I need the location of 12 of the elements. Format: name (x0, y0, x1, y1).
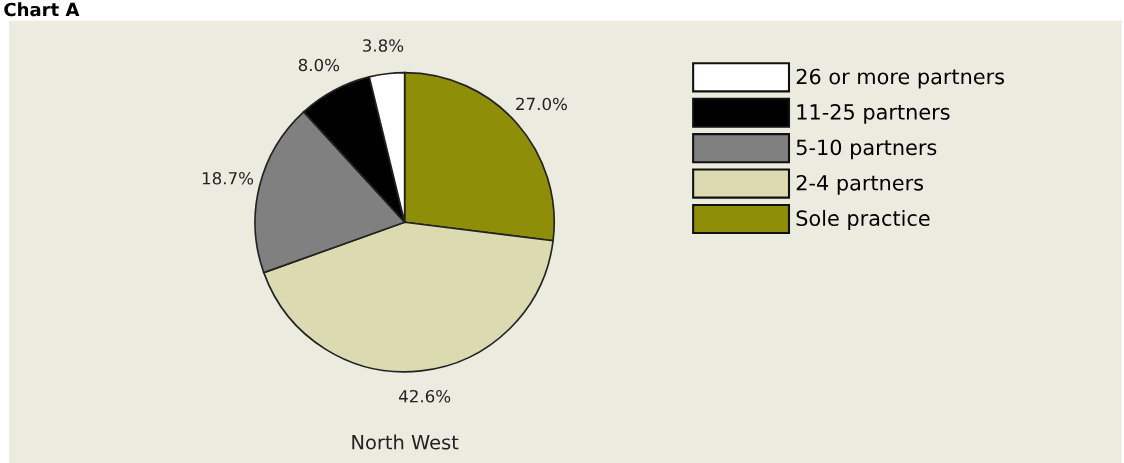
legend-label: 2-4 partners (796, 174, 924, 195)
text: Chart A (4, 2, 80, 17)
legend-label: 11-25 partners (797, 104, 950, 124)
legend-label: Sole practice (796, 209, 930, 231)
data-label: 3.8% (363, 39, 404, 52)
legend-label: 5-10 partners (796, 139, 937, 160)
data-label: 27.0% (516, 97, 567, 111)
data-label: 8.0% (298, 58, 340, 72)
text: North West (352, 434, 459, 450)
data-label: 18.7% (202, 171, 254, 185)
data-label: 42.6% (398, 389, 451, 403)
legend-label: 26 or more partners (796, 68, 1005, 89)
